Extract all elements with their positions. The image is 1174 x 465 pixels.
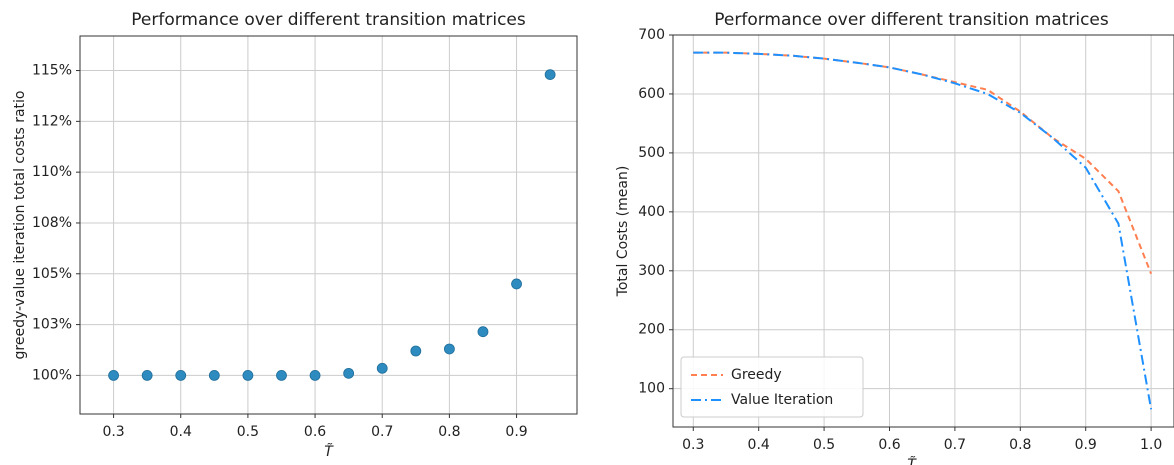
point [376, 362, 388, 374]
x-tick-label: 0.4 [170, 424, 192, 440]
y-axis-label: greedy-value iteration total costs ratio [12, 91, 28, 360]
point [309, 369, 321, 381]
point [175, 369, 187, 381]
legend-label: Value Iteration [731, 392, 833, 408]
y-tick-label: 100% [32, 367, 72, 383]
y-tick-label: 105% [32, 266, 72, 282]
x-tick-label: 0.9 [1075, 437, 1097, 453]
y-tick-label: 115% [32, 63, 72, 79]
point [544, 69, 556, 81]
point [343, 367, 355, 379]
point [242, 369, 254, 381]
y-tick-label: 400 [638, 204, 665, 220]
x-tick-label: 0.3 [682, 437, 704, 453]
x-tick-label: 0.8 [438, 424, 460, 440]
y-tick-label: 112% [32, 113, 72, 129]
series-line [693, 51, 1153, 275]
x-tick-label: 0.7 [371, 424, 393, 440]
point [410, 345, 422, 357]
legend-label: Greedy [731, 367, 782, 383]
y-tick-label: 500 [638, 145, 665, 161]
chart-title: Performance over different transition ma… [714, 10, 1109, 30]
point [208, 369, 220, 381]
y-tick-label: 103% [32, 317, 72, 333]
y-tick-label: 600 [638, 86, 665, 102]
series-line [693, 51, 1153, 410]
plot-frame [79, 35, 578, 415]
x-tick-label: 0.5 [237, 424, 259, 440]
point [477, 326, 489, 338]
point [443, 343, 455, 355]
point [108, 369, 119, 381]
plot-frame [672, 34, 1174, 428]
x-axis-label: T̃ [907, 456, 917, 465]
x-tick-label: 0.6 [878, 437, 900, 453]
legend-box [680, 356, 864, 418]
point [276, 369, 287, 381]
x-tick-label: 0.7 [944, 437, 966, 453]
y-tick-label: 100 [638, 381, 665, 397]
y-tick-label: 108% [32, 215, 72, 231]
x-tick-label: 0.5 [813, 437, 835, 453]
y-tick-label: 300 [638, 263, 665, 279]
chart-title: Performance over different transition ma… [131, 10, 526, 30]
x-axis-label: T̃ [324, 443, 334, 460]
y-tick-label: 110% [32, 164, 72, 180]
y-axis-label: Total Costs (mean) [615, 166, 631, 298]
x-tick-label: 0.6 [304, 424, 326, 440]
x-tick-label: 0.8 [1009, 437, 1031, 453]
point [511, 278, 522, 290]
y-tick-label: 200 [638, 322, 665, 338]
x-tick-label: 0.4 [748, 437, 770, 453]
x-tick-label: 1.0 [1140, 437, 1162, 453]
y-tick-label: 700 [638, 27, 665, 43]
point [141, 369, 153, 381]
x-tick-label: 0.9 [505, 424, 527, 440]
x-tick-label: 0.3 [102, 424, 124, 440]
